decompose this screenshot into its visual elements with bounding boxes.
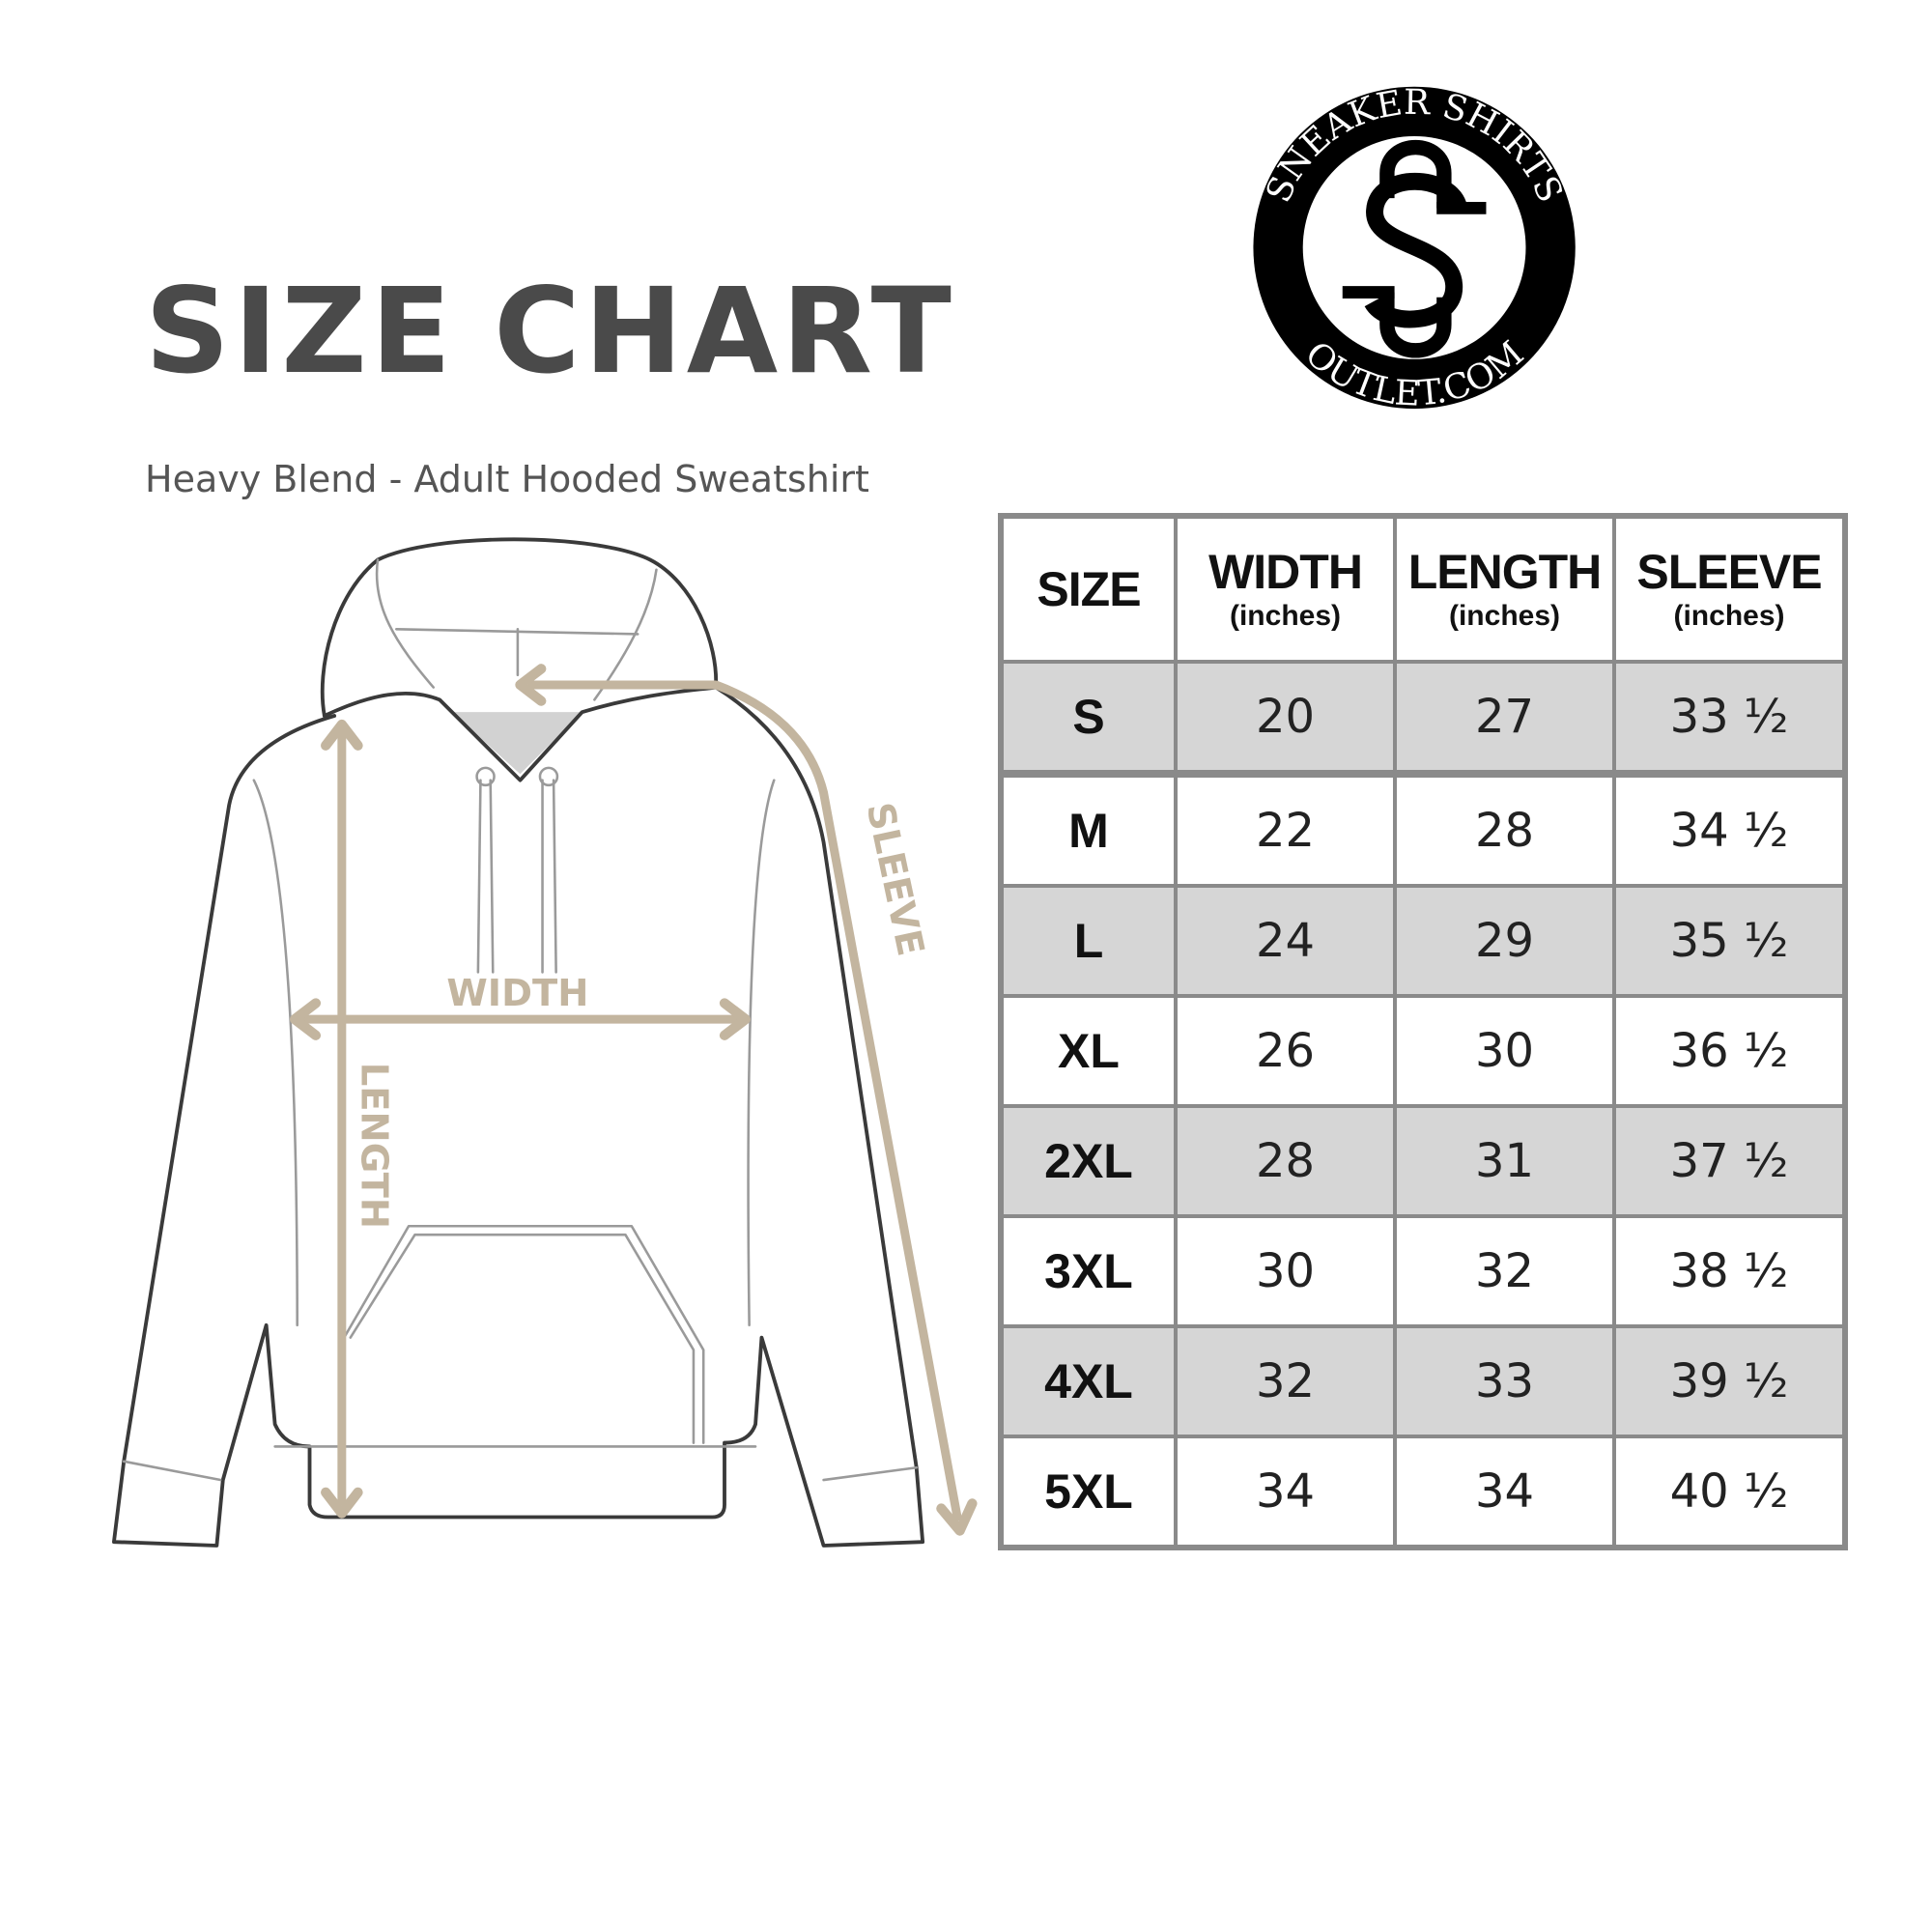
measurement-cell: 30	[1174, 1214, 1397, 1328]
measurement-cell: 33	[1393, 1324, 1616, 1438]
measurement-cell: 24	[1174, 884, 1397, 998]
measurement-cell: 29	[1393, 884, 1616, 998]
table-row: 3XL 30 32 38 ½	[999, 1214, 1847, 1328]
header-label: SLEEVE	[1636, 545, 1822, 599]
measurement-cell: 34 ½	[1612, 770, 1847, 888]
measurement-arrows	[290, 664, 978, 1536]
header-unit: (inches)	[1673, 600, 1785, 632]
table-row: 4XL 32 33 39 ½	[999, 1324, 1847, 1438]
measurement-cell: 33 ½	[1612, 660, 1847, 776]
measurement-cell: 31	[1393, 1104, 1616, 1218]
header-length: LENGTH (inches)	[1393, 514, 1616, 664]
size-cell: 3XL	[999, 1214, 1178, 1328]
size-table: SIZE WIDTH (inches) LENGTH (inches) SLEEVE…	[998, 513, 1848, 1550]
measurement-cell: 34	[1174, 1435, 1397, 1549]
page-title: SIZE CHART	[145, 263, 994, 400]
header-size: SIZE	[999, 514, 1178, 664]
measurement-cell: 26	[1174, 994, 1397, 1108]
brand-logo: SNEAKER SHIRTS OUTLET.COM	[1253, 83, 1576, 414]
hoodie-diagram: WIDTH LENGTH SLEEVE	[112, 537, 978, 1548]
header-sleeve: SLEEVE (inches)	[1612, 514, 1847, 664]
table-row: 2XL 28 31 37 ½	[999, 1104, 1847, 1218]
table-row: S 20 27 33 ½	[999, 660, 1847, 776]
title-word: CHART	[494, 263, 955, 400]
table-row: M 22 28 34 ½	[999, 770, 1847, 888]
header-unit: (inches)	[1229, 600, 1342, 632]
table-row: XL 26 30 36 ½	[999, 994, 1847, 1108]
logo-monogram	[1342, 139, 1487, 358]
sleeve-arrow	[527, 680, 962, 1521]
measurement-cell: 28	[1393, 770, 1616, 888]
measurement-cell: 32	[1174, 1324, 1397, 1438]
size-cell: XL	[999, 994, 1178, 1108]
size-cell: M	[999, 770, 1178, 888]
table-header-row: SIZE WIDTH (inches) LENGTH (inches) SLEEVE…	[999, 514, 1847, 664]
header-width: WIDTH (inches)	[1174, 514, 1397, 664]
header-label: LENGTH	[1407, 545, 1603, 599]
measurement-cell: 32	[1393, 1214, 1616, 1328]
measurement-cell: 35 ½	[1612, 884, 1847, 998]
size-cell: 4XL	[999, 1324, 1178, 1438]
measurement-cell: 20	[1174, 660, 1397, 776]
measurement-cell: 22	[1174, 770, 1397, 888]
product-subtitle: Heavy Blend - Adult Hooded Sweatshirt	[145, 458, 869, 500]
measurement-cell: 34	[1393, 1435, 1616, 1549]
size-cell: S	[999, 660, 1178, 776]
size-cell: 2XL	[999, 1104, 1178, 1218]
size-cell: 5XL	[999, 1435, 1178, 1549]
measurement-cell: 39 ½	[1612, 1324, 1847, 1438]
header-label: SIZE	[1037, 562, 1141, 616]
measurement-cell: 36 ½	[1612, 994, 1847, 1108]
length-label: LENGTH	[352, 1063, 395, 1229]
measurement-cell: 40 ½	[1612, 1435, 1847, 1549]
measurement-cell: 30	[1393, 994, 1616, 1108]
table-row: 5XL 34 34 40 ½	[999, 1435, 1847, 1549]
size-cell: L	[999, 884, 1178, 998]
measurement-cell: 37 ½	[1612, 1104, 1847, 1218]
measurement-cell: 28	[1174, 1104, 1397, 1218]
sleeve-label: SLEEVE	[858, 799, 932, 960]
width-label: WIDTH	[446, 972, 588, 1015]
header-unit: (inches)	[1448, 600, 1561, 632]
header-label: WIDTH	[1208, 545, 1363, 599]
table-row: L 24 29 35 ½	[999, 884, 1847, 998]
measurement-cell: 38 ½	[1612, 1214, 1847, 1328]
title-word: SIZE	[145, 263, 456, 400]
measurement-cell: 27	[1393, 660, 1616, 776]
